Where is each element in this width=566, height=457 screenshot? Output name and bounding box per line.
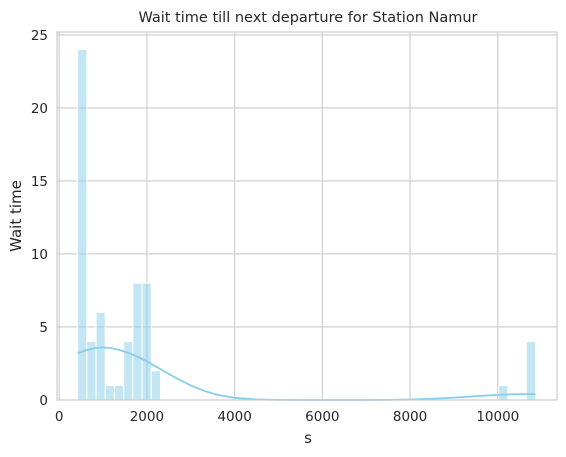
x-tick-label: 2000 xyxy=(130,409,164,425)
histogram-bar xyxy=(96,312,105,400)
y-axis-label: Wait time xyxy=(7,180,25,252)
y-tick-label: 10 xyxy=(31,247,48,263)
y-tick-label: 25 xyxy=(31,28,48,44)
histogram-bar xyxy=(526,342,535,400)
histogram-bar xyxy=(124,342,133,400)
histogram-bar xyxy=(133,283,142,400)
histogram-bar xyxy=(151,371,160,400)
chart-title: Wait time till next departure for Statio… xyxy=(138,10,477,26)
histogram-bar xyxy=(105,385,114,400)
x-tick-label: 10000 xyxy=(476,409,519,425)
histogram-bar xyxy=(142,283,151,400)
plot-area: 0 2000 4000 6000 8000 10000 0 5 10 15 20 25 xyxy=(31,28,557,425)
x-tick-label: 6000 xyxy=(305,409,339,425)
x-tick-label: 8000 xyxy=(393,409,427,425)
histogram-bar xyxy=(114,385,123,400)
x-tick-label: 0 xyxy=(55,409,64,425)
x-axis-label: s xyxy=(304,429,312,447)
histogram-bar xyxy=(78,50,87,400)
y-tick-label: 15 xyxy=(31,174,48,190)
y-tick-label: 20 xyxy=(31,101,48,117)
x-tick-label: 4000 xyxy=(217,409,251,425)
histogram-bar xyxy=(499,385,508,400)
y-tick-label: 0 xyxy=(39,393,48,409)
y-tick-label: 5 xyxy=(39,320,48,336)
